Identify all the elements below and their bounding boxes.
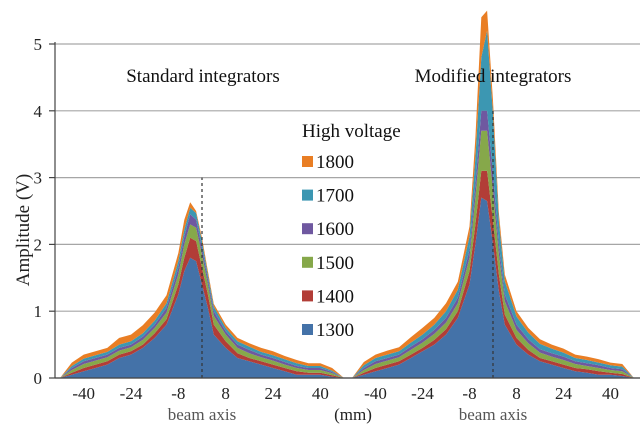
x-tick-label: -8 xyxy=(462,384,476,403)
axes xyxy=(49,42,640,379)
x-tick-label: -24 xyxy=(411,384,434,403)
y-tick-label: 0 xyxy=(34,369,43,388)
x-tick-label: 40 xyxy=(312,384,329,403)
legend: High voltage 1800 1700 1600 1500 1400 1300 xyxy=(302,121,401,341)
legend-swatch xyxy=(302,290,313,302)
left-panel-title: Standard integrators xyxy=(126,66,280,87)
stacked-areas xyxy=(60,10,634,379)
x-unit-label: (mm) xyxy=(334,405,372,424)
area-series-1700 xyxy=(60,207,344,378)
legend-label: 1500 xyxy=(316,253,354,274)
x-tick-label: -24 xyxy=(120,384,143,403)
x-tick-label: 40 xyxy=(602,384,619,403)
y-tick-label: 4 xyxy=(34,102,43,121)
right-beam-axis-label: beam axis xyxy=(459,405,527,424)
x-tick-label: 24 xyxy=(555,384,573,403)
y-tick-label: 5 xyxy=(34,35,43,54)
x-tick-label: -40 xyxy=(72,384,95,403)
legend-label: 1700 xyxy=(316,186,354,207)
y-tick-label: 1 xyxy=(34,302,43,321)
area-series-1600 xyxy=(60,214,344,378)
panel-0-areas xyxy=(60,177,344,378)
y-tick-label: 3 xyxy=(34,169,43,188)
right-panel-title: Modified integrators xyxy=(415,66,572,87)
x-tick-label: -40 xyxy=(364,384,387,403)
legend-label: 1800 xyxy=(316,152,354,173)
x-tick-label: 8 xyxy=(221,384,230,403)
y-axis-title: Amplitude (V) xyxy=(13,174,34,286)
panel-1-areas xyxy=(352,10,634,379)
legend-label: 1600 xyxy=(316,219,354,240)
legend-swatch xyxy=(302,156,313,167)
legend-label: 1300 xyxy=(316,320,354,341)
legend-title: High voltage xyxy=(302,121,401,142)
left-beam-axis-label: beam axis xyxy=(168,405,236,424)
legend-swatch xyxy=(302,189,313,201)
x-tick-label: 24 xyxy=(265,384,283,403)
y-tick-labels: 0 1 2 3 4 5 xyxy=(34,35,43,388)
legend-swatch xyxy=(302,223,313,235)
x-tick-labels: -40 -24 -8 8 24 40 -40 -24 -8 8 24 40 xyxy=(72,384,619,403)
legend-label: 1400 xyxy=(316,286,354,307)
y-tick-label: 2 xyxy=(34,235,43,254)
x-tick-label: -8 xyxy=(171,384,185,403)
legend-swatch xyxy=(302,324,313,335)
legend-swatch xyxy=(302,256,313,268)
x-tick-label: 8 xyxy=(512,384,521,403)
